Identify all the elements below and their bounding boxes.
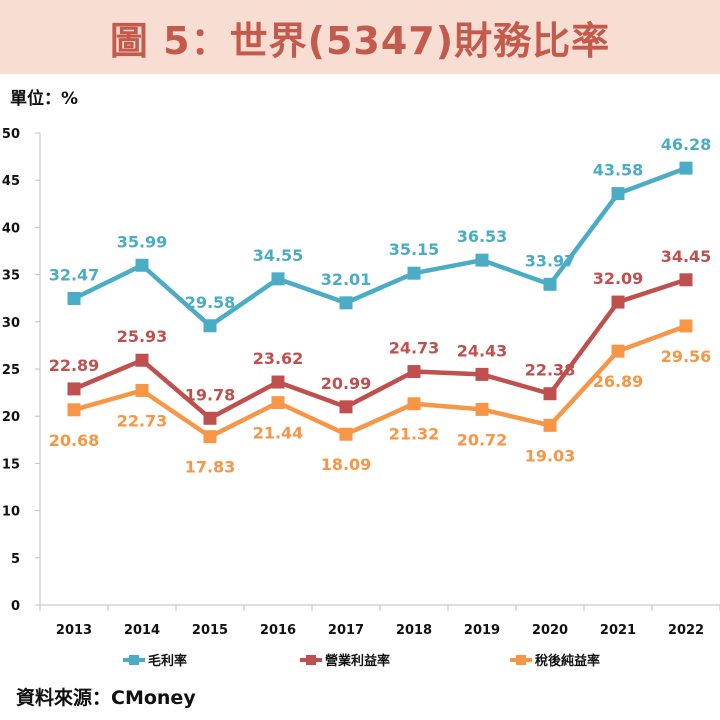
data-point-marker (611, 187, 625, 201)
legend-swatch-marker (516, 655, 526, 665)
y-tick-label: 45 (2, 174, 20, 189)
legend-label: 稅後純益率 (535, 653, 600, 669)
data-label: 43.58 (593, 161, 644, 180)
data-point-marker (475, 367, 489, 381)
data-point-marker (475, 402, 489, 416)
data-label: 21.32 (389, 425, 440, 444)
y-tick-label: 25 (2, 363, 20, 378)
data-point-marker (203, 411, 217, 425)
data-point-marker (67, 403, 81, 417)
data-label: 19.78 (185, 385, 236, 404)
data-point-marker (475, 253, 489, 267)
y-tick-label: 40 (2, 221, 20, 236)
x-tick-label: 2015 (192, 623, 228, 638)
data-label: 26.89 (593, 372, 644, 391)
x-tick-label: 2021 (600, 623, 636, 638)
data-label: 35.15 (389, 240, 440, 259)
data-point-marker (679, 319, 693, 333)
unit-label: 單位：% (10, 89, 79, 109)
data-point-marker (271, 396, 285, 410)
legend-swatch-marker (129, 655, 139, 665)
data-point-marker (67, 382, 81, 396)
data-label: 34.45 (661, 247, 712, 266)
data-label: 24.43 (457, 341, 508, 360)
data-point-marker (679, 161, 693, 175)
data-label: 32.01 (321, 270, 372, 289)
y-tick-label: 5 (11, 552, 20, 567)
data-label: 29.56 (661, 347, 712, 366)
data-point-marker (407, 266, 421, 280)
y-tick-label: 20 (2, 410, 20, 425)
data-label: 20.68 (49, 431, 100, 450)
x-tick-label: 2018 (396, 623, 432, 638)
data-label: 24.73 (389, 339, 440, 358)
data-point-marker (271, 375, 285, 389)
y-tick-label: 50 (2, 127, 20, 142)
data-label: 29.58 (185, 293, 236, 312)
data-label: 35.99 (117, 232, 168, 251)
data-point-marker (135, 353, 149, 367)
data-point-marker (339, 400, 353, 414)
data-label: 32.47 (49, 265, 100, 284)
data-label: 20.99 (321, 374, 372, 393)
x-tick-label: 2014 (124, 623, 160, 638)
data-point-marker (543, 387, 557, 401)
x-tick-label: 2017 (328, 623, 364, 638)
y-tick-label: 15 (2, 457, 20, 472)
chart-title: 圖 5：世界(5347)財務比率 (109, 18, 611, 63)
y-tick-label: 30 (2, 316, 20, 331)
data-point-marker (67, 291, 81, 305)
legend-label: 毛利率 (148, 653, 187, 669)
series-line-3 (71, 323, 689, 439)
data-point-marker (271, 272, 285, 286)
title-bar: 圖 5：世界(5347)財務比率 (0, 0, 720, 74)
data-label: 34.55 (253, 246, 304, 265)
data-label: 22.73 (117, 411, 168, 430)
series-line-1 (71, 165, 689, 329)
source-label: 資料來源：CMoney (16, 687, 196, 709)
x-tick-label: 2013 (56, 623, 92, 638)
data-label: 19.03 (525, 446, 576, 465)
y-tick-label: 0 (11, 599, 20, 614)
x-tick-label: 2019 (464, 623, 500, 638)
data-label: 21.44 (253, 424, 304, 443)
data-label: 32.09 (593, 269, 644, 288)
legend-label: 營業利益率 (325, 653, 390, 669)
data-point-marker (611, 295, 625, 309)
data-point-marker (339, 427, 353, 441)
data-label: 22.38 (525, 361, 576, 380)
y-tick-label: 10 (2, 505, 20, 520)
y-tick-label: 35 (2, 269, 20, 284)
data-label: 23.62 (253, 349, 304, 368)
legend-swatch-marker (306, 655, 316, 665)
data-point-marker (135, 383, 149, 397)
data-label: 33.97 (525, 251, 576, 270)
data-label: 18.09 (321, 455, 372, 474)
x-tick-label: 2016 (260, 623, 296, 638)
data-label: 46.28 (661, 135, 712, 154)
data-point-marker (339, 296, 353, 310)
data-point-marker (679, 273, 693, 287)
data-point-marker (203, 319, 217, 333)
data-point-marker (543, 418, 557, 432)
data-label: 25.93 (117, 327, 168, 346)
data-label: 22.89 (49, 356, 100, 375)
series-line-2 (71, 277, 689, 421)
data-point-marker (407, 397, 421, 411)
data-point-marker (611, 344, 625, 358)
data-label: 20.72 (457, 430, 508, 449)
data-label: 17.83 (185, 458, 236, 477)
data-point-marker (543, 277, 557, 291)
data-label: 36.53 (457, 227, 508, 246)
data-point-marker (135, 258, 149, 272)
x-tick-label: 2022 (668, 623, 704, 638)
data-point-marker (203, 430, 217, 444)
data-point-marker (407, 365, 421, 379)
x-tick-label: 2020 (532, 623, 568, 638)
